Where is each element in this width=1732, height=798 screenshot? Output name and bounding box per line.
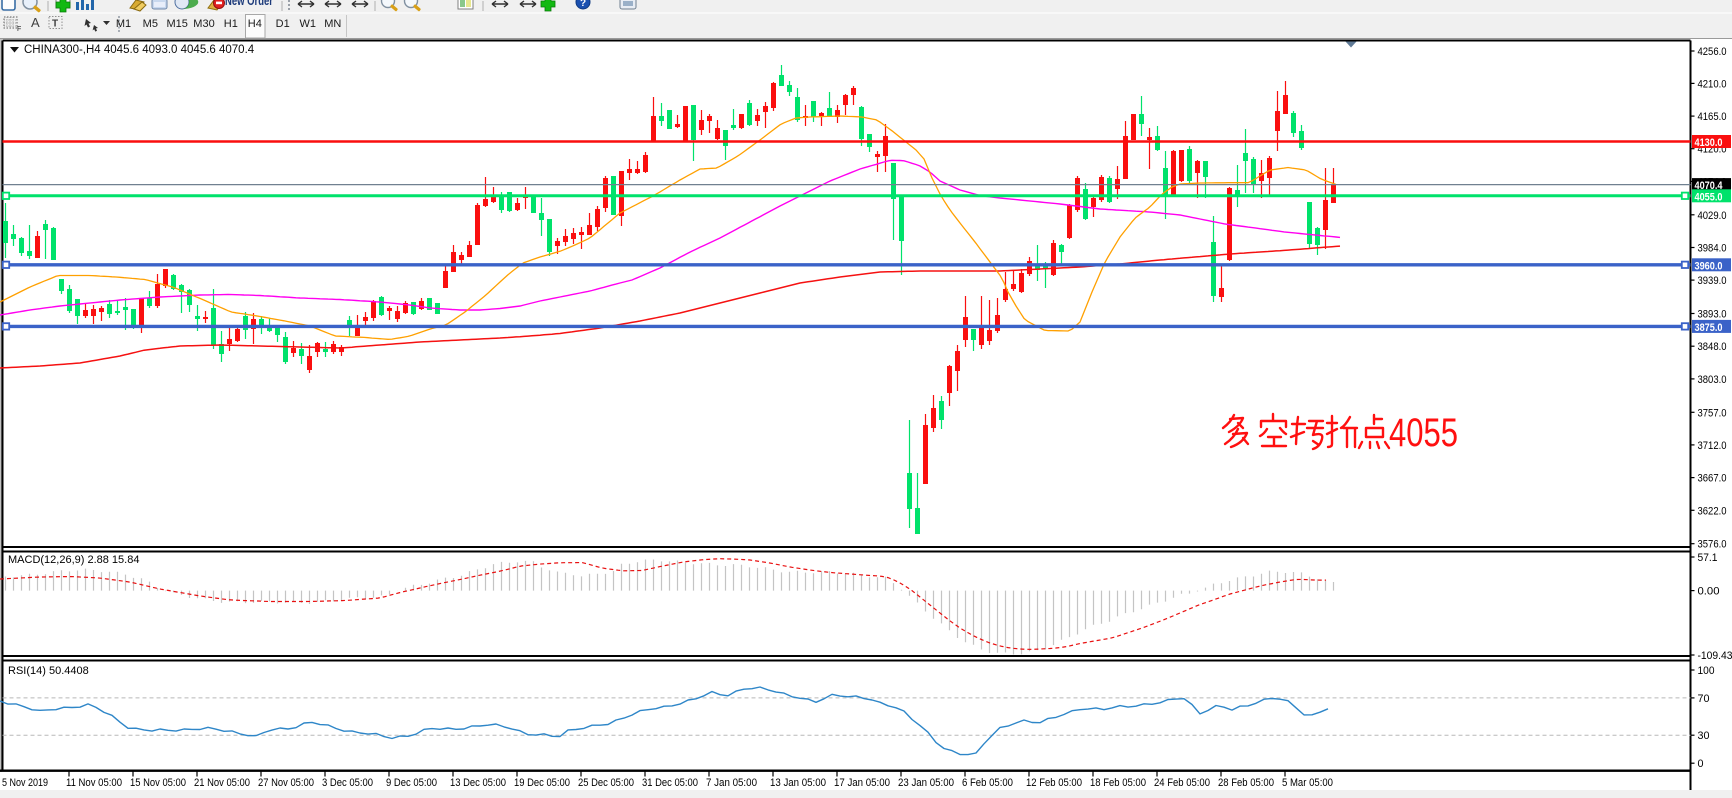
svg-text:12 Feb 05:00: 12 Feb 05:00	[1026, 777, 1082, 789]
svg-text:3939.0: 3939.0	[1698, 275, 1727, 287]
svg-text:D1: D1	[276, 18, 290, 30]
svg-text:T: T	[52, 19, 58, 30]
svg-text:4070.4: 4070.4	[1695, 180, 1724, 192]
svg-text:9 Dec 05:00: 9 Dec 05:00	[386, 777, 437, 789]
svg-text:3960.0: 3960.0	[1695, 260, 1723, 272]
svg-text:W1: W1	[300, 18, 317, 30]
svg-text:M1: M1	[116, 18, 131, 30]
svg-text:MN: MN	[324, 18, 341, 30]
svg-text:19 Dec 05:00: 19 Dec 05:00	[514, 777, 570, 789]
svg-text:25 Dec 05:00: 25 Dec 05:00	[578, 777, 634, 789]
svg-text:3875.0: 3875.0	[1695, 322, 1723, 334]
svg-text:H4: H4	[248, 18, 262, 30]
svg-text:M15: M15	[166, 18, 187, 30]
svg-text:3893.0: 3893.0	[1698, 309, 1727, 321]
svg-text:3576.0: 3576.0	[1698, 539, 1727, 551]
svg-text:21 Nov 05:00: 21 Nov 05:00	[194, 777, 250, 789]
svg-text:17 Jan 05:00: 17 Jan 05:00	[834, 777, 890, 789]
svg-text:4210.0: 4210.0	[1698, 78, 1727, 90]
svg-text:RSI(14) 50.4408: RSI(14) 50.4408	[8, 665, 89, 677]
svg-text:30: 30	[1698, 730, 1710, 742]
svg-text:0: 0	[1698, 758, 1704, 770]
svg-text:MACD(12,26,9) 2.88 15.84: MACD(12,26,9) 2.88 15.84	[8, 554, 139, 566]
svg-text:24 Feb 05:00: 24 Feb 05:00	[1154, 777, 1210, 789]
svg-text:New Order: New Order	[225, 0, 273, 8]
svg-text:H1: H1	[224, 18, 238, 30]
svg-text:27 Nov 05:00: 27 Nov 05:00	[258, 777, 314, 789]
svg-text:3803.0: 3803.0	[1698, 374, 1727, 386]
svg-text:13 Jan 05:00: 13 Jan 05:00	[770, 777, 826, 789]
svg-text:4165.0: 4165.0	[1698, 111, 1727, 123]
svg-text:-109.43: -109.43	[1698, 650, 1732, 662]
svg-text:0.00: 0.00	[1698, 586, 1720, 598]
svg-text:F: F	[17, 26, 21, 33]
svg-text:28 Feb 05:00: 28 Feb 05:00	[1218, 777, 1274, 789]
svg-text:4130.0: 4130.0	[1695, 137, 1723, 149]
svg-text:11 Nov 05:00: 11 Nov 05:00	[66, 777, 122, 789]
svg-text:7 Jan 05:00: 7 Jan 05:00	[706, 777, 757, 789]
svg-text:?: ?	[580, 0, 586, 9]
svg-text:M30: M30	[193, 18, 214, 30]
svg-text:18 Feb 05:00: 18 Feb 05:00	[1090, 777, 1146, 789]
svg-text:6 Feb 05:00: 6 Feb 05:00	[962, 777, 1013, 789]
svg-text:3757.0: 3757.0	[1698, 407, 1727, 419]
svg-text:23 Jan 05:00: 23 Jan 05:00	[898, 777, 954, 789]
svg-text:4029.0: 4029.0	[1698, 210, 1727, 222]
svg-text:70: 70	[1698, 693, 1710, 705]
svg-text:5 Mar 05:00: 5 Mar 05:00	[1282, 777, 1333, 789]
svg-text:3712.0: 3712.0	[1698, 440, 1727, 452]
svg-text:M5: M5	[143, 18, 158, 30]
svg-text:13 Dec 05:00: 13 Dec 05:00	[450, 777, 506, 789]
svg-text:15 Nov 05:00: 15 Nov 05:00	[130, 777, 186, 789]
svg-text:3848.0: 3848.0	[1698, 341, 1727, 353]
svg-text:3622.0: 3622.0	[1698, 505, 1727, 517]
svg-text:100: 100	[1698, 665, 1715, 677]
svg-text:A: A	[31, 15, 40, 30]
svg-text:CHINA300-,H4 4045.6 4093.0 40: CHINA300-,H4 4045.6 4093.0 4045.6 4070.4	[24, 44, 255, 56]
svg-text:4055.0: 4055.0	[1695, 191, 1723, 203]
svg-text:4055: 4055	[1389, 411, 1458, 455]
svg-text:3667.0: 3667.0	[1698, 473, 1727, 485]
svg-text:5 Nov 2019: 5 Nov 2019	[2, 777, 48, 789]
svg-text:31 Dec 05:00: 31 Dec 05:00	[642, 777, 698, 789]
svg-text:57.1: 57.1	[1698, 552, 1718, 564]
svg-text:4256.0: 4256.0	[1698, 46, 1727, 58]
svg-text:3984.0: 3984.0	[1698, 243, 1727, 255]
svg-text:3 Dec 05:00: 3 Dec 05:00	[322, 777, 373, 789]
